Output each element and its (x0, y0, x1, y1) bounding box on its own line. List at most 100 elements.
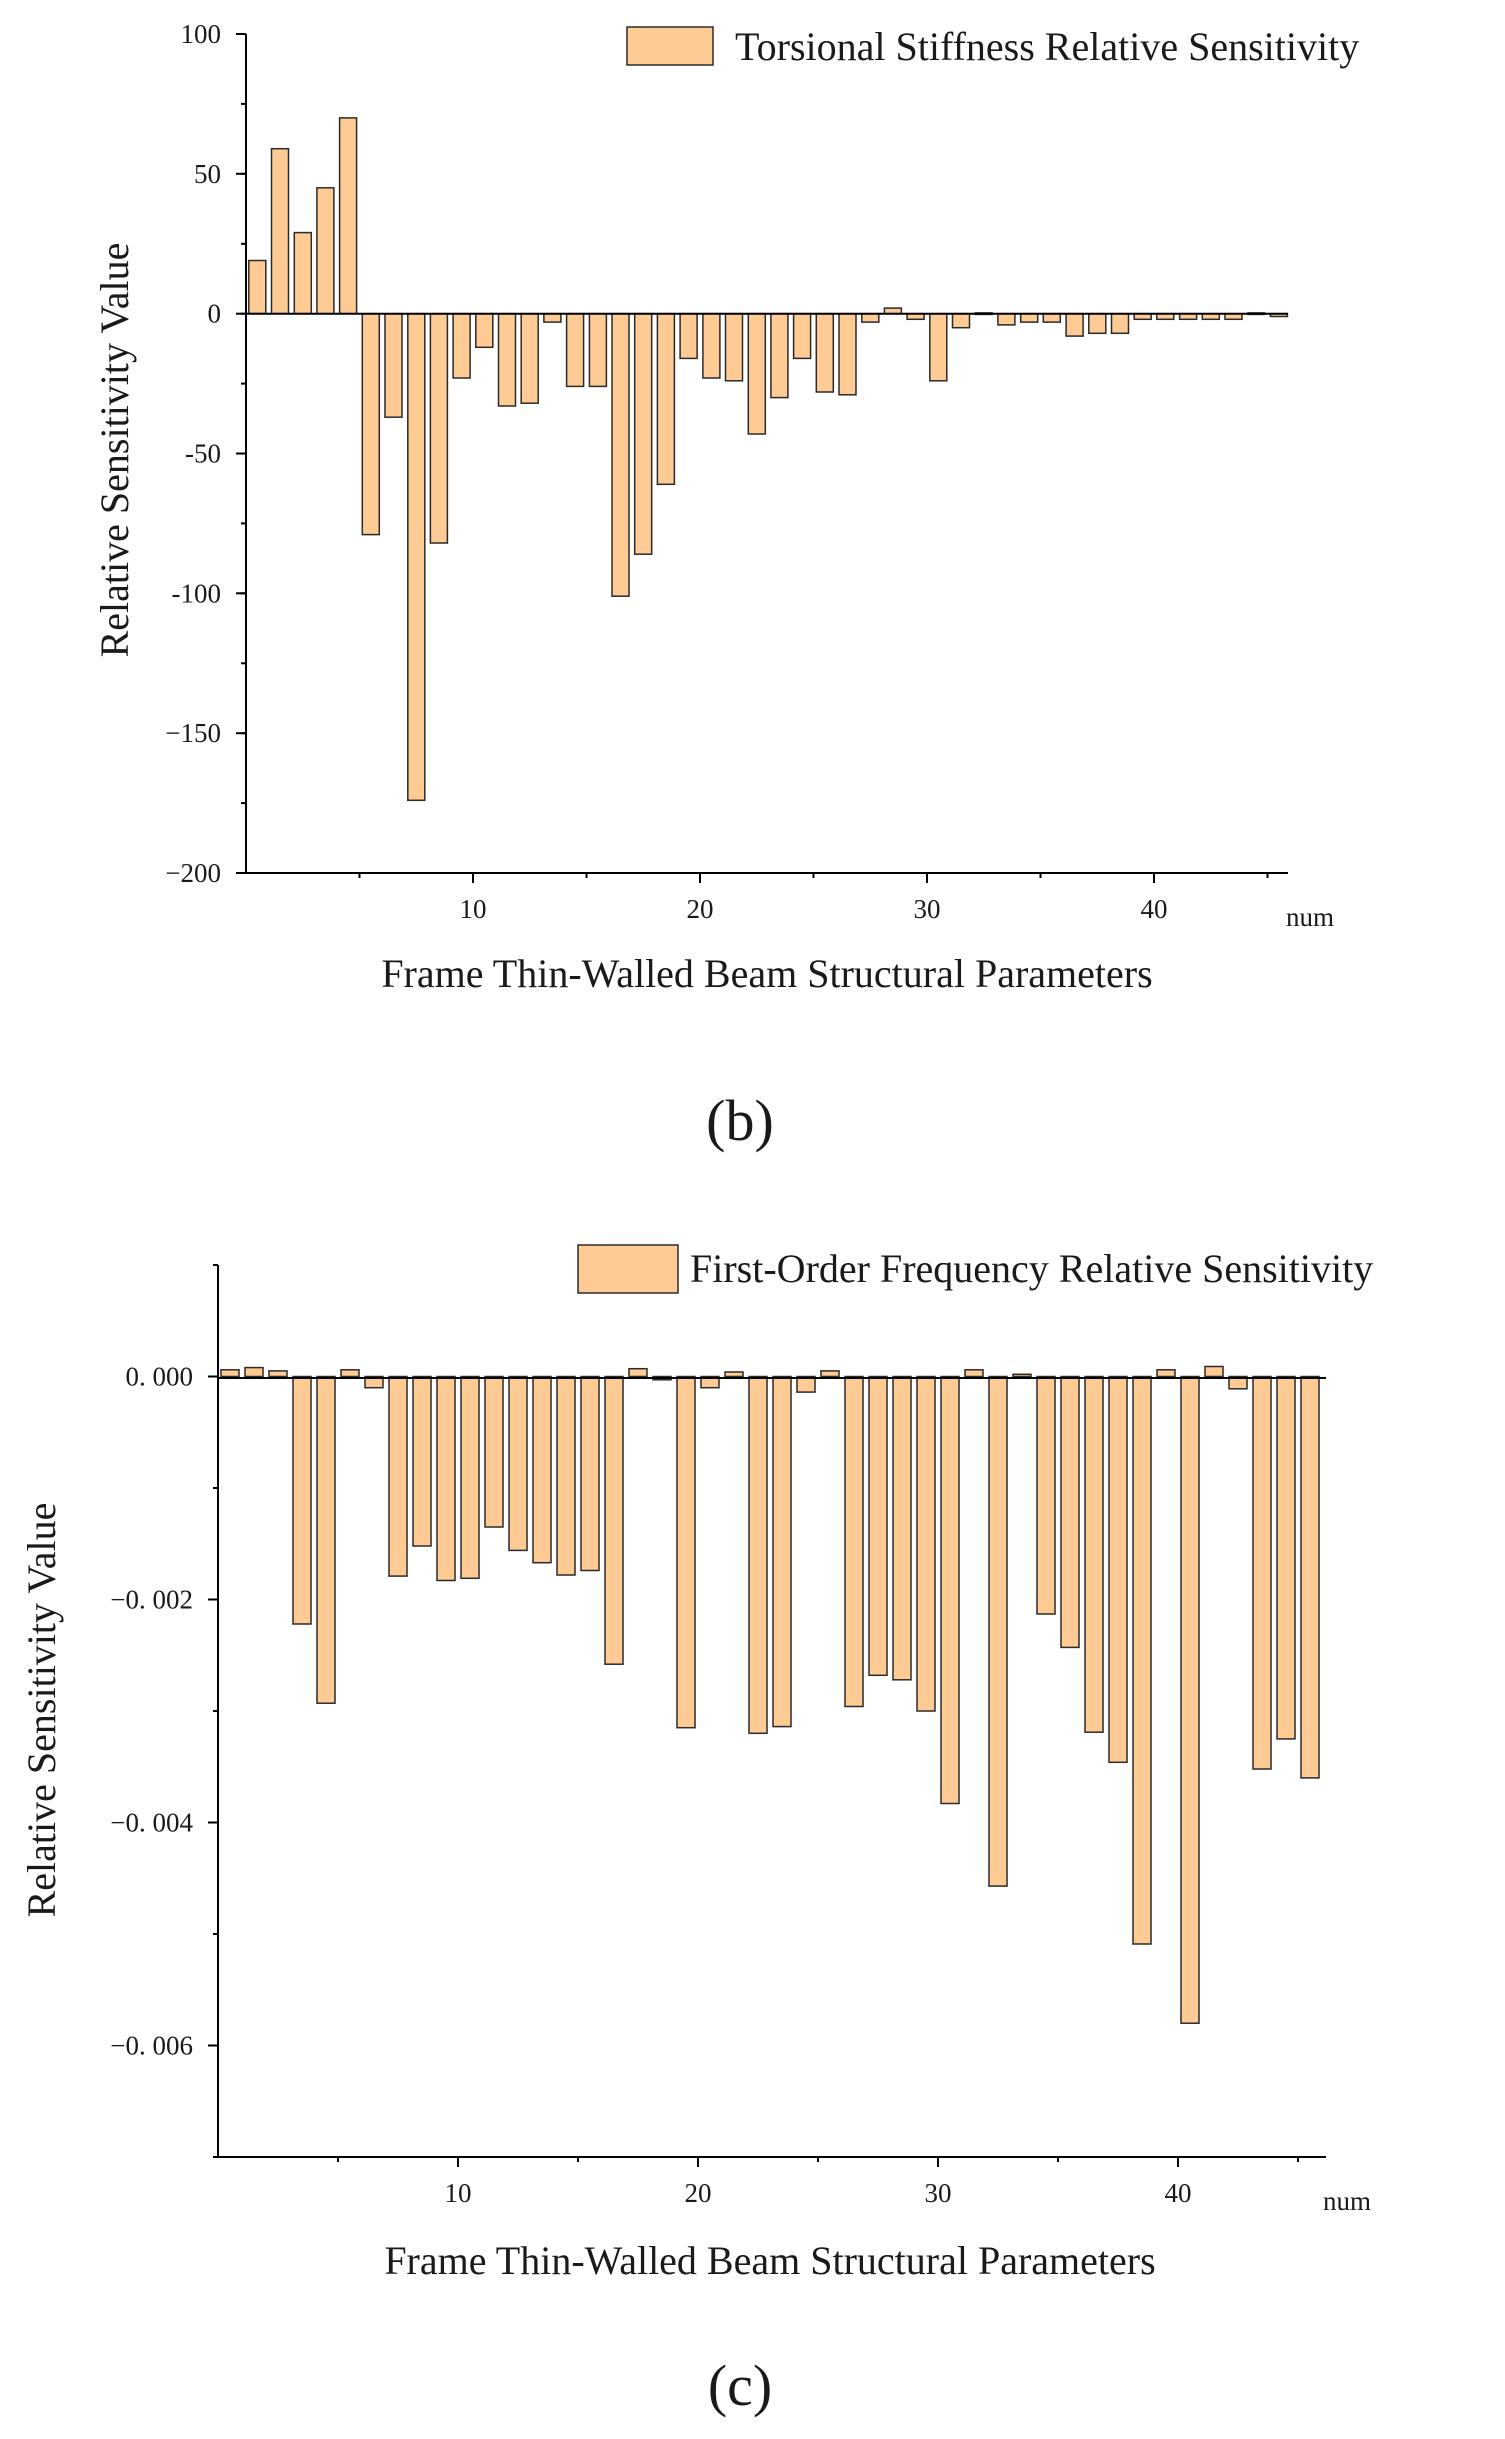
chart-c-x-tick-label: 40 (1165, 2178, 1192, 2208)
chart-b-bar-31 (929, 312, 948, 382)
chart-c-bar-35 (1036, 1375, 1056, 1615)
chart-c-bar-26 (820, 1370, 840, 1378)
chart-c-bar-17 (604, 1375, 624, 1665)
chart-c-bar-14 (532, 1375, 552, 1564)
chart-b-bar-5 (338, 117, 358, 315)
chart-b-legend-label: Torsional Stiffness Relative Sensitivity (735, 24, 1359, 69)
chart-b-y-tick-label: 0 (208, 299, 222, 329)
chart-c-bar-11 (460, 1375, 480, 1580)
chart-c-y-ticks: 0. 000 −0. 002 −0. 004 −0. 006 (110, 1264, 218, 2158)
chart-c-bar-13 (508, 1375, 528, 1552)
chart-b-x-ticks: 10 20 30 40 (358, 873, 1269, 924)
chart-b-bar-34 (997, 312, 1016, 326)
chart-b-bar-14 (543, 312, 562, 323)
chart-b-bar-38 (1088, 312, 1107, 335)
chart-b-bar-11 (475, 312, 494, 349)
chart-c-bar-36 (1060, 1375, 1080, 1649)
chart-b-x-tick-label: 30 (914, 894, 941, 924)
chart-c-bar-9 (412, 1375, 432, 1547)
chart-c-y-tick-label: −0. 006 (110, 2031, 193, 2061)
chart-b-bar-16 (588, 312, 608, 388)
chart-c-bar-46 (1300, 1375, 1320, 1779)
chart-c-bar-10 (436, 1375, 456, 1582)
chart-b-bars (246, 117, 1289, 802)
chart-b-y-ticks: 100 50 0 -50 -100 −150 −200 (165, 19, 246, 888)
chart-c-x-tick-label: 10 (445, 2178, 472, 2208)
chart-c-bar-3 (268, 1370, 288, 1378)
chart-b-bar-26 (815, 312, 835, 393)
panel-caption-b: (b) (706, 1088, 774, 1153)
chart-c-bar-8 (388, 1375, 408, 1577)
chart-c-bar-15 (556, 1375, 576, 1576)
chart-c-x-ticks: 10 20 30 40 (337, 2157, 1299, 2208)
chart-c-bar-23 (748, 1375, 768, 1735)
chart-b-bar-1 (248, 259, 267, 315)
chart-c-bar-34 (1012, 1373, 1032, 1378)
chart-b-bar-12 (497, 312, 517, 407)
chart-c-bar-29 (892, 1375, 912, 1681)
chart-c-bar-44 (1252, 1375, 1272, 1770)
chart-c-bar-25 (796, 1375, 816, 1393)
chart-c-bar-5 (316, 1375, 336, 1704)
chart-c-bar-41 (1180, 1375, 1200, 2024)
chart-b-x-tick-label: 20 (687, 894, 714, 924)
chart-c-x-tick-label: 30 (925, 2178, 952, 2208)
chart-c-bar-1 (220, 1369, 240, 1378)
chart-b-bar-20 (679, 312, 698, 360)
chart-c-x-axis-title: Frame Thin-Walled Beam Structural Parame… (384, 2238, 1155, 2283)
chart-b-y-tick-label: -50 (185, 439, 221, 469)
chart-c-y-tick-label: −0. 004 (110, 1808, 193, 1838)
chart-b-bar-37 (1065, 312, 1084, 337)
chart-b-bar-27 (838, 312, 857, 396)
chart-c-bar-7 (364, 1375, 384, 1389)
chart-c-bar-21 (700, 1375, 720, 1389)
chart-c-bar-24 (772, 1375, 792, 1728)
chart-c-legend: First-Order Frequency Relative Sensitivi… (577, 1244, 1373, 1294)
chart-b-bar-6 (361, 312, 381, 536)
chart-c-bar-37 (1084, 1375, 1104, 1733)
chart-c-bar-39 (1132, 1375, 1152, 1945)
chart-c-x-tick-label: 20 (685, 2178, 712, 2208)
chart-b-y-tick-label: −150 (165, 718, 221, 748)
chart-c-bar-27 (844, 1375, 864, 1708)
chart-c-bar-33 (988, 1375, 1008, 1887)
chart-b-x-unit-label: num (1286, 902, 1334, 932)
chart-c-bars (220, 1365, 1320, 2024)
chart-b-bar-17 (611, 312, 630, 597)
chart-b-y-tick-label: 100 (181, 19, 222, 49)
chart-c-bar-12 (484, 1375, 504, 1528)
chart-b: 100 50 0 -50 -100 −150 −200 10 20 30 40 num Frame… (92, 19, 1359, 1153)
chart-b-bar-35 (1019, 312, 1039, 323)
chart-b-y-tick-label: −200 (165, 858, 221, 888)
chart-b-y-tick-label: -100 (172, 578, 222, 608)
chart-c-bar-42 (1204, 1365, 1224, 1378)
chart-b-legend: Torsional Stiffness Relative Sensitivity (626, 24, 1359, 69)
chart-c-bar-38 (1108, 1375, 1128, 1764)
chart-c-bar-2 (244, 1366, 264, 1378)
chart-c-bar-45 (1276, 1375, 1296, 1740)
chart-b-bar-8 (407, 312, 426, 802)
chart-c-x-unit-label: num (1323, 2186, 1371, 2216)
chart-b-x-tick-label: 10 (460, 894, 487, 924)
chart-b-bar-24 (770, 312, 789, 399)
chart-b-y-axis-title: Relative Sensitivity Value (92, 243, 137, 658)
chart-b-bar-9 (429, 312, 449, 544)
panel-caption-c: (c) (708, 2353, 772, 2418)
chart-c-bar-20 (676, 1375, 696, 1729)
chart-b-bar-18 (633, 312, 653, 555)
chart-c-bar-30 (916, 1375, 936, 1712)
chart-b-bar-10 (452, 312, 471, 379)
chart-c-bar-18 (628, 1367, 648, 1378)
chart-c-bar-6 (340, 1369, 360, 1378)
chart-c-bar-40 (1156, 1369, 1176, 1378)
chart-b-x-axis-title: Frame Thin-Walled Beam Structural Parame… (381, 951, 1152, 996)
chart-c-bar-16 (580, 1375, 600, 1572)
chart-b-bar-19 (656, 312, 676, 486)
chart-c-bar-22 (724, 1371, 744, 1378)
chart-b-bar-13 (520, 312, 539, 404)
chart-c-bar-31 (940, 1375, 960, 1805)
chart-c-y-tick-label: 0. 000 (126, 1362, 194, 1392)
chart-b-bar-28 (861, 312, 880, 323)
chart-c-bar-4 (292, 1375, 312, 1625)
